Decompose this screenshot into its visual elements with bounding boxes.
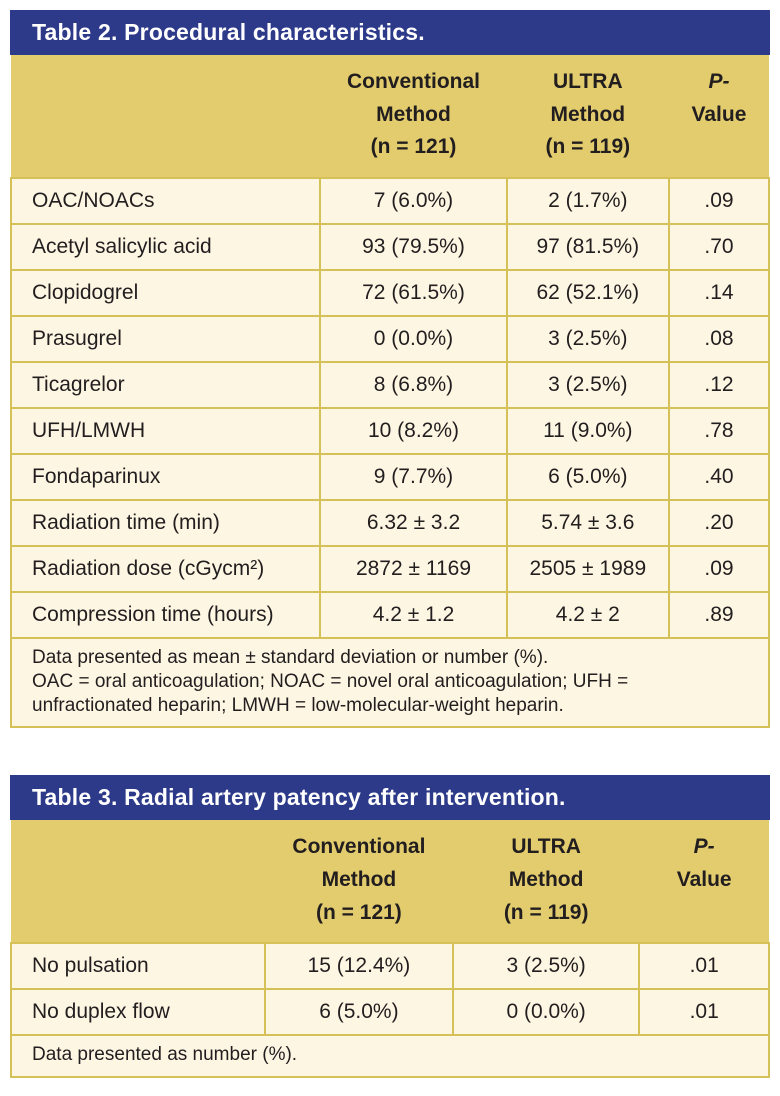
table-3-col-ultra: ULTRA Method (n = 119) — [452, 820, 640, 944]
table-3-footnote-row: Data presented as number (%). — [10, 1034, 770, 1079]
cell-value: 6 (5.0%) — [505, 452, 670, 501]
table-2-title-bar: Table 2. Procedural characteristics. — [10, 10, 770, 55]
cell-value: .14 — [667, 268, 771, 317]
table-3-title-bar: Table 3. Radial artery patency after int… — [10, 775, 770, 821]
cell-value: .40 — [667, 452, 771, 501]
cell-value: 97 (81.5%) — [505, 222, 670, 271]
cell-value: .12 — [667, 360, 771, 409]
table-row: No pulsation 15 (12.4%) 3 (2.5%) .01 — [10, 942, 770, 991]
cell-value: .09 — [667, 176, 771, 225]
cell-value: 3 (2.5%) — [505, 314, 670, 363]
p-value-italic-part: P- — [693, 835, 715, 859]
cell-value: 0 (0.0%) — [451, 988, 641, 1037]
cell-value: .89 — [667, 590, 771, 639]
row-label: Compression time (hours) — [9, 590, 322, 639]
row-label: OAC/NOACs — [9, 176, 322, 225]
cell-value: .01 — [638, 988, 770, 1037]
cell-value: 5.74 ± 3.6 — [505, 498, 670, 547]
cell-value: .78 — [667, 406, 771, 455]
table-2-footnote: Data presented as mean ± standard deviat… — [10, 636, 770, 729]
cell-value: 15 (12.4%) — [263, 942, 454, 991]
table-3-block: Table 3. Radial artery patency after int… — [10, 775, 770, 1079]
table-row: Fondaparinux 9 (7.7%) 6 (5.0%) .40 — [9, 452, 771, 501]
table-row: Compression time (hours) 4.2 ± 1.2 4.2 ± 2… — [9, 590, 771, 639]
row-label: No duplex flow — [10, 988, 266, 1037]
cell-value: 6 (5.0%) — [263, 988, 454, 1037]
cell-value: .20 — [667, 498, 771, 547]
cell-value: .01 — [638, 942, 770, 991]
table-row: OAC/NOACs 7 (6.0%) 2 (1.7%) .09 — [9, 176, 771, 225]
cell-value: 93 (79.5%) — [319, 222, 508, 271]
table-2-corner-cell — [11, 55, 321, 178]
cell-value: 4.2 ± 2 — [505, 590, 670, 639]
p-value-italic-part: P- — [708, 70, 730, 93]
cell-value: 8 (6.8%) — [319, 360, 508, 409]
row-label: Radiation dose (cGycm²) — [9, 544, 322, 593]
table-3-footnote: Data presented as number (%). — [10, 1034, 770, 1079]
table-row: Clopidogrel 72 (61.5%) 62 (52.1%) .14 — [9, 268, 771, 317]
cell-value: .70 — [667, 222, 771, 271]
table-row: Acetyl salicylic acid 93 (79.5%) 97 (81.5%… — [9, 222, 771, 271]
cell-value: 62 (52.1%) — [505, 268, 670, 317]
cell-value: 9 (7.7%) — [319, 452, 508, 501]
cell-value: .09 — [667, 544, 771, 593]
table-3-header-row: Conventional Method (n = 121) ULTRA Meth… — [11, 820, 769, 944]
row-label: Clopidogrel — [9, 268, 322, 317]
cell-value: 7 (6.0%) — [319, 176, 508, 225]
cell-value: 2 (1.7%) — [505, 176, 670, 225]
row-label: UFH/LMWH — [9, 406, 322, 455]
cell-value: 6.32 ± 3.2 — [319, 498, 508, 547]
cell-value: 3 (2.5%) — [451, 942, 641, 991]
cell-value: 4.2 ± 1.2 — [319, 590, 508, 639]
cell-value: 11 (9.0%) — [505, 406, 670, 455]
table-3-body: No pulsation 15 (12.4%) 3 (2.5%) .01 No dupl… — [10, 942, 770, 1037]
table-3-corner-cell — [11, 820, 265, 944]
table-2-title: Table 2. Procedural characteristics. — [32, 19, 425, 45]
p-value-rest: Value — [691, 102, 747, 126]
table-row: Radiation dose (cGycm²) 2872 ± 1169 2505 ±… — [9, 544, 771, 593]
table-2-col-pvalue: P- Value — [668, 55, 769, 178]
table-3-title: Table 3. Radial artery patency after int… — [32, 784, 566, 811]
cell-value: .08 — [667, 314, 771, 363]
table-2-header-row: Conventional Method (n = 121) ULTRA Meth… — [11, 55, 769, 178]
row-label: Acetyl salicylic acid — [9, 222, 322, 271]
row-label: Ticagrelor — [9, 360, 322, 409]
row-label: No pulsation — [10, 942, 266, 991]
table-2-block: Table 2. Procedural characteristics. Con… — [9, 10, 771, 729]
cell-value: 2872 ± 1169 — [319, 544, 508, 593]
table-2: Conventional Method (n = 121) ULTRA Meth… — [9, 55, 771, 729]
table-row: Ticagrelor 8 (6.8%) 3 (2.5%) .12 — [9, 360, 771, 409]
table-2-col-ultra: ULTRA Method (n = 119) — [506, 55, 669, 178]
row-label: Fondaparinux — [9, 452, 322, 501]
cell-value: 2505 ± 1989 — [505, 544, 670, 593]
table-3-col-conventional: Conventional Method (n = 121) — [264, 820, 453, 944]
row-label: Radiation time (min) — [9, 498, 322, 547]
table-row: Radiation time (min) 6.32 ± 3.2 5.74 ± 3.6… — [9, 498, 771, 547]
cell-value: 72 (61.5%) — [319, 268, 508, 317]
table-2-footnote-row: Data presented as mean ± standard deviat… — [10, 636, 770, 729]
table-2-body: OAC/NOACs 7 (6.0%) 2 (1.7%) .09 Acetyl salic… — [9, 176, 771, 639]
p-value-rest: Value — [676, 868, 732, 891]
cell-value: 3 (2.5%) — [505, 360, 670, 409]
cell-value: 10 (8.2%) — [319, 406, 508, 455]
row-label: Prasugrel — [9, 314, 322, 363]
table-2-col-conventional: Conventional Method (n = 121) — [320, 55, 507, 178]
table-3: Conventional Method (n = 121) ULTRA Meth… — [10, 820, 770, 1079]
table-row: Prasugrel 0 (0.0%) 3 (2.5%) .08 — [9, 314, 771, 363]
cell-value: 0 (0.0%) — [319, 314, 508, 363]
table-3-col-pvalue: P- Value — [639, 820, 769, 944]
table-row: No duplex flow 6 (5.0%) 0 (0.0%) .01 — [10, 988, 770, 1037]
table-row: UFH/LMWH 10 (8.2%) 11 (9.0%) .78 — [9, 406, 771, 455]
